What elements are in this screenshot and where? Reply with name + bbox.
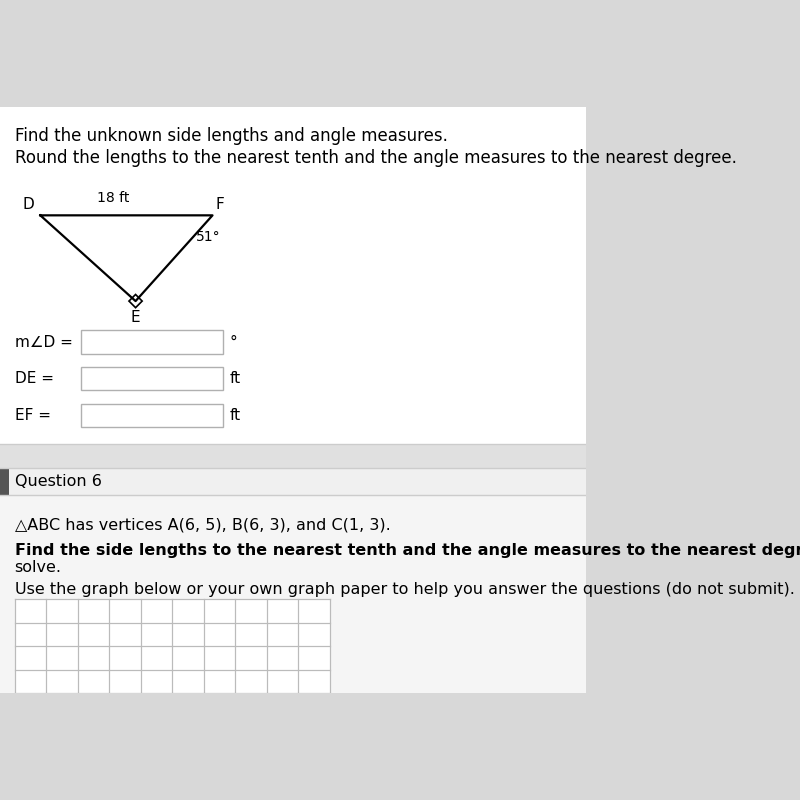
Bar	[81, 404, 223, 427]
Text: 18 ft: 18 ft	[97, 191, 130, 205]
Text: EF =: EF =	[14, 408, 50, 423]
Bar	[0, 468, 586, 494]
Bar	[0, 107, 586, 444]
Bar	[81, 367, 223, 390]
Text: ft: ft	[230, 371, 241, 386]
Text: Use the graph below or your own graph paper to help you answer the questions (do: Use the graph below or your own graph pa…	[14, 582, 794, 597]
Text: m∠D =: m∠D =	[14, 334, 73, 350]
Text: ft: ft	[230, 408, 241, 423]
Text: D: D	[22, 198, 34, 213]
Text: △ABC has vertices A(6, 5), B(6, 3), and C(1, 3).: △ABC has vertices A(6, 5), B(6, 3), and …	[14, 518, 390, 532]
Text: °: °	[230, 334, 237, 350]
Bar	[14, 599, 330, 693]
Text: solve.: solve.	[14, 560, 62, 574]
Text: Round the lengths to the nearest tenth and the angle measures to the nearest deg: Round the lengths to the nearest tenth a…	[14, 150, 737, 167]
Text: Find the unknown side lengths and angle measures.: Find the unknown side lengths and angle …	[14, 127, 447, 146]
Bar	[0, 468, 9, 494]
Bar	[0, 494, 586, 693]
Text: Find the side lengths to the nearest tenth and the angle measures to the nearest: Find the side lengths to the nearest ten…	[14, 543, 800, 558]
Text: Question 6: Question 6	[14, 474, 102, 489]
Bar	[0, 444, 586, 468]
Bar	[81, 330, 223, 354]
Text: E: E	[130, 310, 140, 325]
Text: DE =: DE =	[14, 371, 54, 386]
Text: 51°: 51°	[196, 230, 221, 244]
Text: F: F	[215, 198, 224, 213]
